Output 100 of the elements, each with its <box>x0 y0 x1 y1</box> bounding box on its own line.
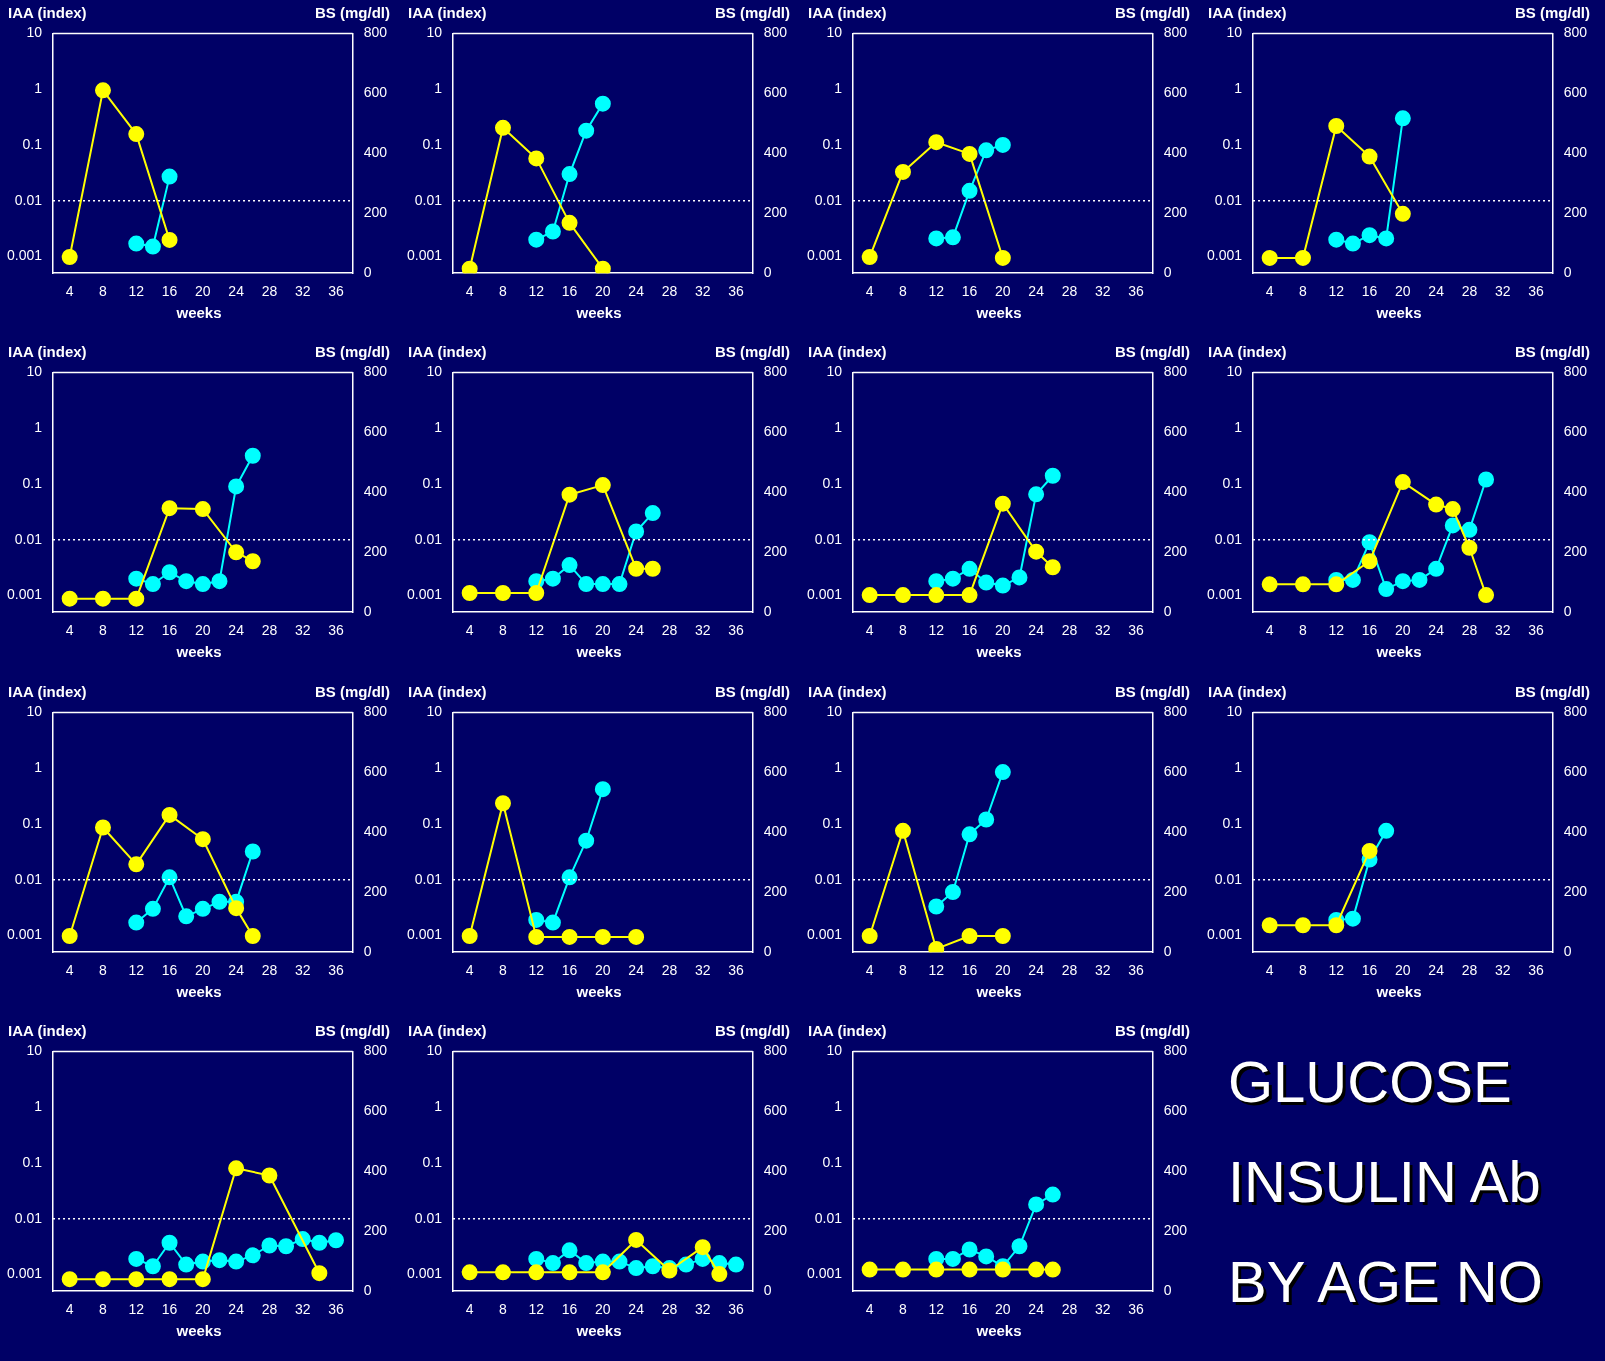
x-tick-label: 36 <box>328 961 344 978</box>
point <box>128 570 145 587</box>
x-tick-label: 24 <box>628 283 645 300</box>
y2-tick-label: 600 <box>363 1101 388 1118</box>
point <box>561 557 578 574</box>
point <box>128 914 145 931</box>
y-tick-label: 10 <box>26 363 43 380</box>
x-tick-label: 16 <box>161 961 178 978</box>
point <box>978 810 995 827</box>
x-tick-label: 16 <box>961 1301 978 1318</box>
x-tick-label: 32 <box>294 1301 311 1318</box>
y2-tick-label: 600 <box>763 1101 788 1118</box>
y-axis-title: IAA (index) <box>808 1021 887 1039</box>
x-axis-title: weeks <box>1375 643 1423 661</box>
x-tick-label: 4 <box>865 961 874 978</box>
y-tick-label: 0.01 <box>1214 530 1243 547</box>
y2-axis-title: BS (mg/dl) <box>1115 682 1190 700</box>
y-tick-label: 0.01 <box>414 530 443 547</box>
y-axis-title: IAA (index) <box>808 343 887 361</box>
y-tick-label: 0.001 <box>1206 925 1243 942</box>
y2-tick-label: 400 <box>763 483 788 500</box>
x-tick-label: 8 <box>99 283 108 300</box>
x-tick-label: 16 <box>561 283 578 300</box>
y2-tick-label: 0 <box>763 1281 772 1298</box>
x-tick-label: 4 <box>465 961 474 978</box>
x-tick-label: 4 <box>1265 961 1274 978</box>
point <box>1361 534 1378 551</box>
point <box>1028 1196 1045 1213</box>
x-tick-label: 36 <box>328 1301 344 1318</box>
x-tick-label: 20 <box>1395 622 1411 639</box>
y-axis-title: IAA (index) <box>8 682 87 700</box>
y-tick-label: 0.01 <box>14 1209 43 1226</box>
y2-tick-label: 0 <box>763 942 772 959</box>
x-tick-label: 32 <box>1094 622 1111 639</box>
x-tick-label: 16 <box>161 1301 178 1318</box>
y-tick-label: 0.01 <box>814 530 843 547</box>
y2-tick-label: 600 <box>1163 423 1188 440</box>
point <box>978 142 995 159</box>
point <box>228 1253 245 1270</box>
x-tick-label: 20 <box>995 1301 1011 1318</box>
y-tick-label: 10 <box>426 363 443 380</box>
y2-tick-label: 400 <box>363 1161 388 1178</box>
x-tick-label: 12 <box>928 1301 945 1318</box>
x-tick-label: 36 <box>1528 961 1544 978</box>
x-tick-label: 20 <box>595 1301 611 1318</box>
y-axis-title: IAA (index) <box>1208 4 1287 21</box>
y-tick-label: 10 <box>826 702 843 719</box>
y2-tick-label: 800 <box>1563 702 1588 719</box>
y-tick-label: 1 <box>34 1097 43 1114</box>
y-tick-label: 0.1 <box>422 1153 443 1170</box>
y2-tick-label: 200 <box>1563 204 1588 221</box>
x-tick-label: 8 <box>1299 283 1308 300</box>
x-tick-label: 4 <box>465 283 474 300</box>
x-tick-label: 36 <box>328 622 344 639</box>
y2-axis-title: BS (mg/dl) <box>715 1021 790 1039</box>
x-tick-label: 8 <box>1299 622 1308 639</box>
point <box>578 832 595 849</box>
y2-tick-label: 200 <box>363 204 388 221</box>
y2-tick-label: 400 <box>1163 144 1188 161</box>
y2-axis-title: BS (mg/dl) <box>1115 4 1190 21</box>
x-tick-label: 36 <box>1128 1301 1144 1318</box>
point <box>594 95 611 112</box>
point <box>1378 581 1395 598</box>
x-tick-label: 20 <box>195 961 211 978</box>
y2-tick-label: 400 <box>363 822 388 839</box>
y2-tick-label: 200 <box>363 543 388 560</box>
point <box>961 1241 978 1258</box>
y2-tick-label: 200 <box>763 543 788 560</box>
point <box>1028 486 1045 503</box>
y2-tick-label: 0 <box>1163 603 1172 620</box>
y-tick-label: 0.1 <box>22 814 43 831</box>
x-tick-label: 12 <box>528 622 545 639</box>
x-tick-label: 16 <box>1361 622 1378 639</box>
x-tick-label: 8 <box>899 622 908 639</box>
x-tick-label: 20 <box>995 283 1011 300</box>
y-axis-title: IAA (index) <box>408 343 487 361</box>
y2-tick-label: 800 <box>763 363 788 380</box>
y-tick-label: 1 <box>1234 80 1243 97</box>
point <box>1044 468 1061 485</box>
point <box>544 570 561 587</box>
y2-tick-label: 600 <box>1163 84 1188 101</box>
x-tick-label: 12 <box>528 961 545 978</box>
x-tick-label: 20 <box>195 622 211 639</box>
x-tick-label: 4 <box>65 283 74 300</box>
x-tick-label: 36 <box>728 961 744 978</box>
x-tick-label: 12 <box>528 1301 545 1318</box>
y-tick-label: 0.001 <box>6 925 43 942</box>
y2-tick-label: 200 <box>363 1221 388 1238</box>
x-tick-label: 28 <box>661 961 678 978</box>
y-tick-label: 10 <box>1226 363 1243 380</box>
point <box>978 1248 995 1265</box>
point <box>328 1232 344 1248</box>
point <box>144 576 161 593</box>
y-tick-label: 0.001 <box>6 1265 43 1282</box>
x-tick-label: 16 <box>161 622 178 639</box>
y2-tick-label: 200 <box>363 882 388 899</box>
x-tick-label: 28 <box>261 283 278 300</box>
x-tick-label: 12 <box>1328 622 1345 639</box>
y-tick-label: 0.01 <box>414 191 443 208</box>
x-tick-label: 8 <box>1299 961 1308 978</box>
